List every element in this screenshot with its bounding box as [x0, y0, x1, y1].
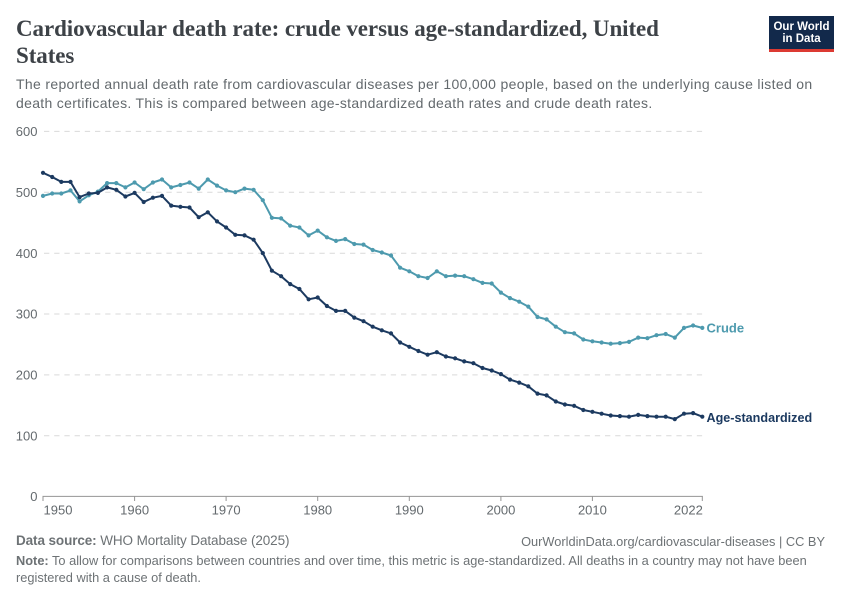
- svg-text:1960: 1960: [120, 503, 149, 518]
- svg-text:2022: 2022: [674, 503, 703, 518]
- svg-text:600: 600: [16, 124, 38, 139]
- svg-text:1950: 1950: [44, 503, 73, 518]
- svg-text:Crude: Crude: [707, 321, 745, 336]
- svg-text:0: 0: [30, 489, 37, 504]
- svg-text:2000: 2000: [486, 503, 515, 518]
- svg-text:100: 100: [16, 429, 38, 444]
- svg-text:500: 500: [16, 185, 38, 200]
- svg-text:Age-standardized: Age-standardized: [707, 411, 813, 425]
- svg-text:1970: 1970: [212, 503, 241, 518]
- svg-text:400: 400: [16, 246, 38, 261]
- svg-text:1990: 1990: [395, 503, 424, 518]
- svg-text:1980: 1980: [303, 503, 332, 518]
- svg-text:200: 200: [16, 368, 38, 383]
- svg-text:2010: 2010: [578, 503, 607, 518]
- svg-text:300: 300: [16, 307, 38, 322]
